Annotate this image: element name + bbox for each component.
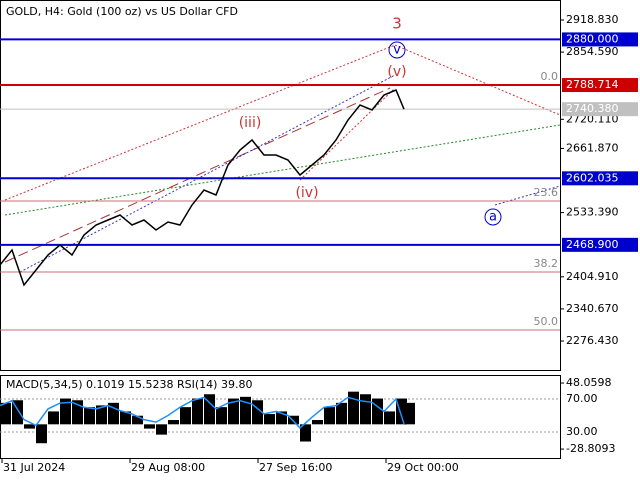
wave-circle <box>388 41 406 59</box>
histogram-bar <box>288 415 299 425</box>
histogram-bar <box>108 402 119 425</box>
y-tick-label: 2340.670 <box>566 302 619 315</box>
y-tick-label: 48.0598 <box>566 376 612 389</box>
histogram-bar <box>264 414 275 425</box>
main-panel <box>0 0 561 371</box>
x-tick-label: 29 Oct 00:00 <box>387 461 459 474</box>
histogram-bar <box>24 424 35 429</box>
x-tick-label: 31 Jul 2024 <box>3 461 65 474</box>
wave-label: (iii) <box>239 115 262 131</box>
histogram-bar <box>276 411 287 425</box>
histogram-bar <box>96 405 107 425</box>
y-tick-label: -28.8093 <box>566 442 615 455</box>
trend-line <box>4 44 396 201</box>
histogram-bar <box>60 398 71 425</box>
level-label-box <box>562 237 638 252</box>
histogram-bar <box>192 398 203 425</box>
wave-label: 3 <box>392 15 402 33</box>
x-tick-label: 29 Aug 08:00 <box>131 461 205 474</box>
fib-label: 50.0 <box>534 315 559 328</box>
histogram-bar <box>168 420 179 425</box>
histogram-bar <box>324 407 335 425</box>
trend-line <box>4 87 391 263</box>
histogram-bar <box>84 407 95 425</box>
y-tick-label: 2533.390 <box>566 206 619 219</box>
level-label-box <box>562 171 638 186</box>
y-tick-label: 2661.870 <box>566 141 619 154</box>
level-label: 2468.900 <box>566 238 619 251</box>
y2-tick-label: 70.00 <box>566 392 598 405</box>
histogram-bar <box>396 398 407 425</box>
y2-tick-label: 30.00 <box>566 425 598 438</box>
fib-label: 0.0 <box>541 70 559 83</box>
level-label: 2788.714 <box>566 78 619 91</box>
indicator-title: MACD(5,34,5) 0.1019 15.5238 RSI(14) 39.8… <box>6 378 252 391</box>
histogram-bar <box>404 402 415 425</box>
histogram-bar <box>372 398 383 425</box>
wave-label: a <box>489 210 497 225</box>
level-label-box <box>562 78 638 93</box>
trend-line <box>4 124 561 216</box>
histogram-bar <box>252 400 263 425</box>
wave-label: v <box>393 43 401 58</box>
level-label-box <box>562 102 638 117</box>
x-tick-label: 27 Sep 16:00 <box>259 461 332 474</box>
histogram-bar <box>300 424 311 442</box>
histogram-bar <box>120 411 131 425</box>
histogram-bar <box>156 424 167 435</box>
wave-label: (iv) <box>295 185 318 201</box>
histogram-bar <box>228 398 239 425</box>
histogram-bar <box>12 400 23 425</box>
level-label: 2602.035 <box>566 171 619 184</box>
histogram-bar <box>36 424 47 444</box>
histogram-bar <box>204 394 215 425</box>
histogram-bar <box>216 407 227 425</box>
level-label: 2880.000 <box>566 32 619 45</box>
histogram-bar <box>144 424 155 429</box>
histogram-bar <box>132 415 143 425</box>
fib-label: 23.6 <box>534 186 559 199</box>
histogram-bar <box>0 402 11 425</box>
rsi-line <box>0 396 405 429</box>
histogram-bar <box>348 391 359 425</box>
histogram-bar <box>180 407 191 425</box>
y-tick-label: 2404.910 <box>566 270 619 283</box>
wave-label: (v) <box>387 64 406 80</box>
histogram-bar <box>240 396 251 425</box>
y-tick-label: 2854.590 <box>566 45 619 58</box>
y-tick-label: 2276.430 <box>566 334 619 347</box>
level-label-box <box>562 32 638 47</box>
fib-label: 38.2 <box>534 257 559 270</box>
histogram-bar <box>336 402 347 425</box>
histogram-bar <box>48 411 59 425</box>
trend-line <box>19 74 396 273</box>
histogram-bar <box>384 411 395 425</box>
histogram-bar <box>360 394 371 425</box>
price-line <box>0 89 405 287</box>
level-label: 2740.380 <box>566 102 619 115</box>
y-tick-label: 2918.830 <box>566 13 619 26</box>
trend-line <box>494 185 561 206</box>
histogram-bar <box>312 420 323 425</box>
wave-circle <box>484 208 502 226</box>
trend-line <box>394 44 561 116</box>
histogram-bar <box>72 400 83 425</box>
chart-title: GOLD, H4: Gold (100 oz) vs US Dollar CFD <box>6 5 238 18</box>
